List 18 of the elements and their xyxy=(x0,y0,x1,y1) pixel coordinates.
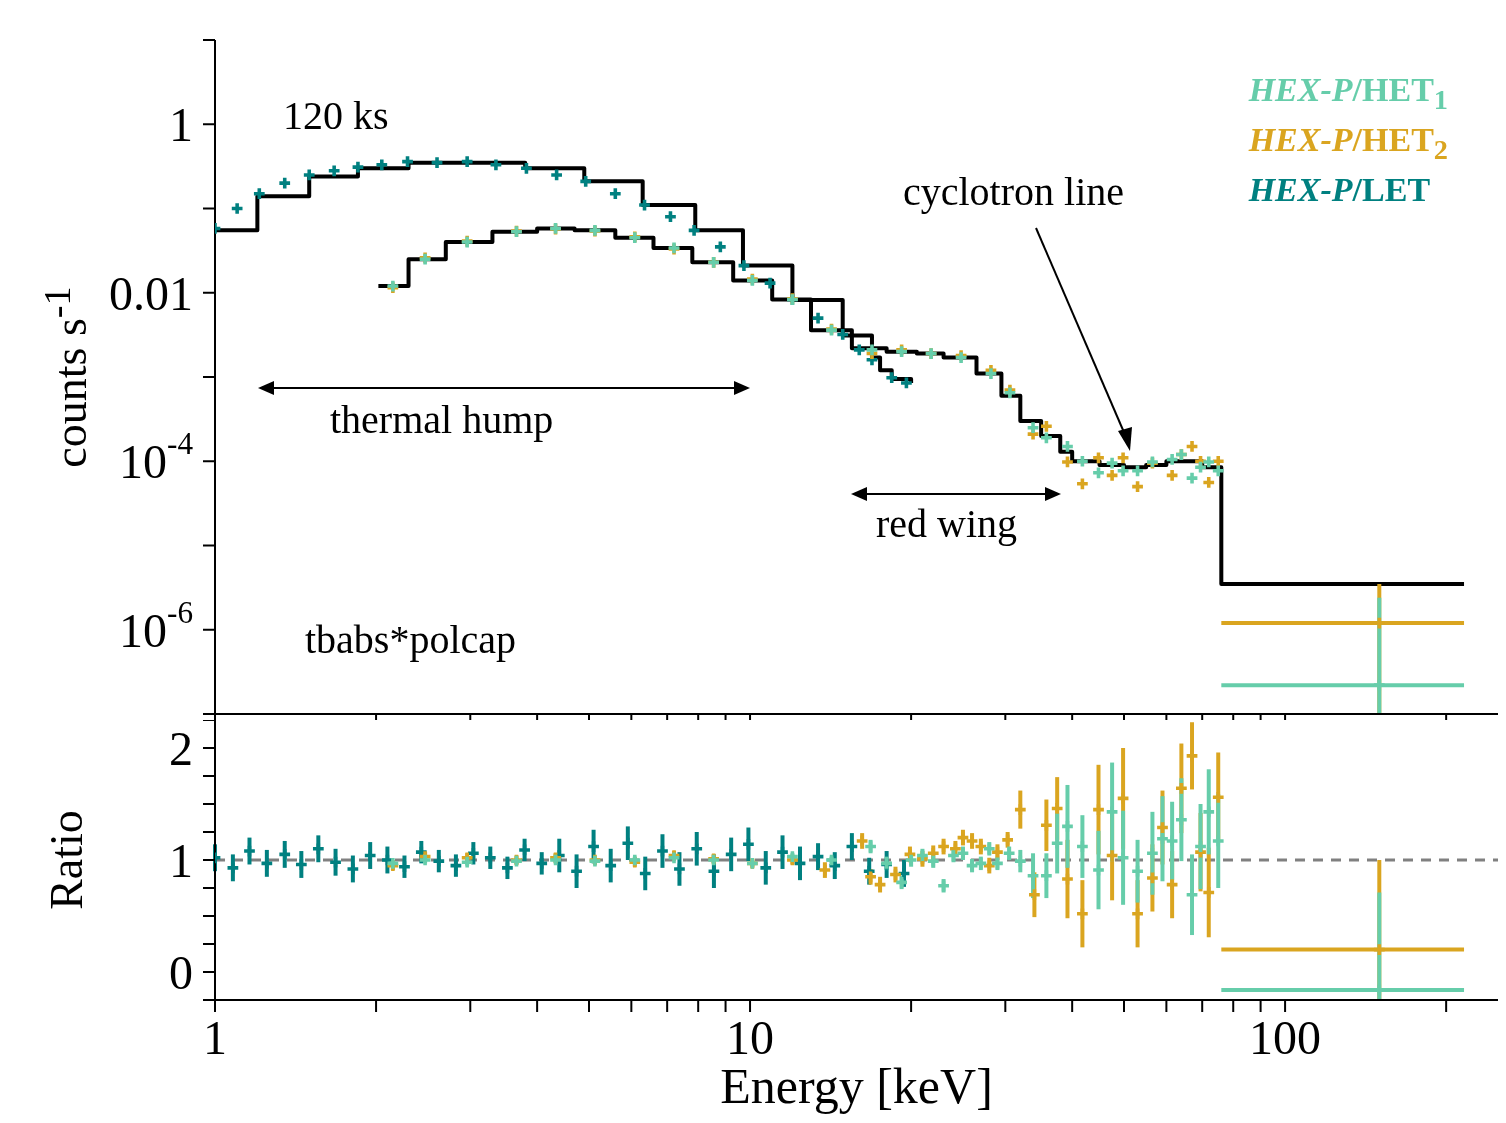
y-tick-label: 1 xyxy=(169,97,193,151)
text: HEX-P/HET$_{2}$ xyxy=(1248,120,1448,165)
y-tick-label: 0 xyxy=(169,945,193,999)
annotation: cyclotron line xyxy=(903,168,1125,215)
y-tick-label: 10$^{-4}$ xyxy=(119,426,194,488)
x-tick-label: 100 xyxy=(1249,1011,1322,1065)
annotation: 120 ks xyxy=(283,92,389,139)
y-axis-title: Ratio xyxy=(39,810,93,910)
x-tick-label: 1 xyxy=(203,1011,227,1065)
y-tick-label: 1 xyxy=(169,833,193,887)
annotation: red wing xyxy=(876,500,1018,547)
text: HEX-P/HET$_{1}$ xyxy=(1248,71,1448,115)
annotation: thermal hump xyxy=(330,396,554,443)
annotation: tbabs*polcap xyxy=(305,616,517,663)
text: HEX-P/LET xyxy=(1248,170,1431,208)
y-tick-label: 2 xyxy=(169,721,193,775)
y-tick-label: 0.01 xyxy=(109,266,193,320)
y-tick-label: 10$^{-6}$ xyxy=(119,594,193,657)
